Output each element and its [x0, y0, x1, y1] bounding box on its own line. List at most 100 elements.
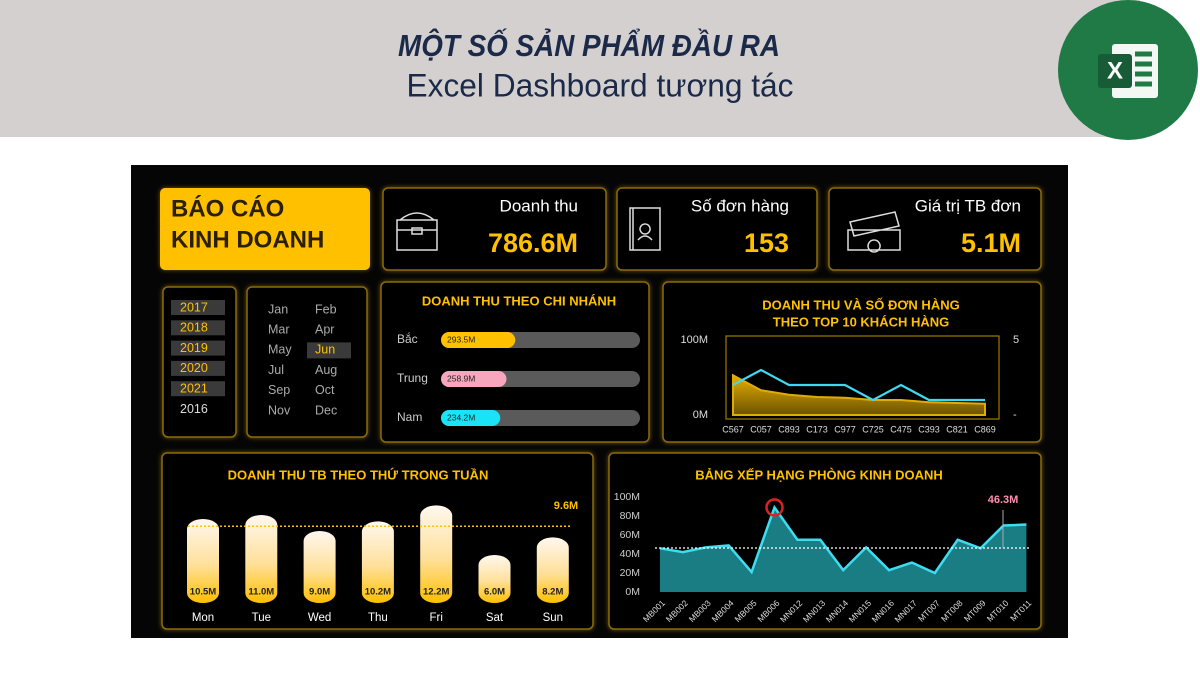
- category-label: Bắc: [397, 331, 418, 346]
- average-label: 46.3M: [988, 494, 1019, 506]
- value-label: 10.5M: [190, 587, 216, 598]
- year-highlight: [171, 320, 225, 336]
- year-option[interactable]: 2018: [180, 321, 208, 335]
- x-tick-label: Fri: [429, 612, 442, 624]
- bar: [441, 371, 507, 387]
- x-tick-label: C869: [974, 424, 996, 434]
- chart-title: DOANH THU TB THEO THỨ TRONG TUẦN: [228, 467, 489, 482]
- year-highlight: [171, 340, 225, 356]
- chart-title: DOANH THU THEO CHI NHÁNH: [422, 293, 616, 308]
- y-tick-label: 0M: [625, 586, 640, 598]
- bar: [478, 555, 511, 603]
- kpi-value: 786.6M: [488, 228, 578, 258]
- year-highlight: [171, 360, 225, 376]
- y-tick-label: 40M: [620, 548, 640, 560]
- line: [659, 504, 1027, 575]
- value-label: 8.2M: [542, 587, 563, 598]
- y-tick-label: 80M: [620, 510, 640, 522]
- x-tick-label: C475: [890, 424, 912, 434]
- bar: [303, 531, 336, 603]
- value-label: 234.2M: [447, 412, 475, 422]
- month-option[interactable]: Oct: [315, 383, 335, 397]
- x-tick-label: C725: [862, 424, 884, 434]
- dashboard-title: BÁO CÁO: [171, 194, 284, 222]
- excel-logo: X: [1058, 0, 1198, 140]
- month-option[interactable]: Jul: [268, 363, 284, 377]
- y-tick-label: 20M: [620, 567, 640, 579]
- chart-title: BẢNG XẾP HẠNG PHÒNG KINH DOANH: [695, 467, 943, 482]
- value-label: 9.0M: [309, 587, 330, 598]
- kpi-card: [616, 187, 818, 271]
- y-tick-label: 100M: [614, 491, 640, 503]
- month-option[interactable]: Jun: [315, 343, 335, 357]
- month-slicer: [246, 286, 368, 438]
- plot-frame: [725, 335, 1000, 420]
- line: [732, 368, 985, 402]
- year-option[interactable]: 2017: [180, 300, 208, 314]
- value-label: 12.2M: [423, 587, 449, 598]
- bar: [441, 410, 501, 426]
- x-tick-label: Mon: [192, 612, 214, 624]
- x-tick-label: Thu: [368, 612, 388, 624]
- kpi-value: 153: [744, 228, 789, 258]
- y2-tick-label: 5: [1013, 334, 1019, 346]
- title-card: [160, 188, 370, 270]
- bar: [245, 515, 278, 603]
- category-label: Nam: [397, 410, 422, 424]
- year-option[interactable]: 2019: [180, 341, 208, 355]
- header-subtitle: Excel Dashboard tương tác: [407, 67, 794, 103]
- kpi-label: Doanh thu: [500, 196, 578, 215]
- bar: [187, 519, 219, 603]
- kpi-icon: [396, 207, 901, 253]
- kpi-value: 5.1M: [961, 228, 1021, 258]
- max-marker: [765, 498, 784, 517]
- month-option[interactable]: Aug: [315, 363, 337, 377]
- bar: [441, 332, 516, 348]
- x-tick-label: C057: [750, 424, 772, 434]
- x-tick-label: C567: [722, 424, 744, 434]
- value-label: 6.0M: [484, 587, 505, 598]
- year-option[interactable]: 2016: [180, 402, 208, 416]
- x-tick-label: C893: [778, 424, 800, 434]
- kpi-label: Giá trị TB đơn: [915, 196, 1021, 215]
- value-label: 10.2M: [365, 587, 391, 598]
- kpi-card: [382, 187, 607, 271]
- x-tick-label: Tue: [252, 612, 271, 624]
- x-tick-label: Sun: [543, 612, 563, 624]
- header-band: [0, 0, 1140, 137]
- bar: [536, 537, 569, 603]
- year-option[interactable]: 2020: [180, 361, 208, 375]
- bar: [420, 505, 453, 603]
- year-option[interactable]: 2021: [180, 381, 208, 395]
- average-label: 9.6M: [554, 500, 578, 512]
- year-highlight: [171, 381, 225, 397]
- month-option[interactable]: Nov: [268, 403, 291, 417]
- logo-letter: X: [1107, 57, 1123, 84]
- x-tick-label: Sat: [486, 612, 504, 624]
- category-label: Trung: [397, 371, 428, 385]
- month-option[interactable]: Dec: [315, 403, 337, 417]
- chart-title: THEO TOP 10 KHÁCH HÀNG: [773, 314, 950, 329]
- bar: [361, 521, 394, 603]
- month-highlight: [307, 342, 351, 359]
- branch-panel: [380, 281, 650, 443]
- header-title: MỘT SỐ SẢN PHẨM ĐẦU RA: [398, 27, 780, 63]
- y-tick-label: 100M: [680, 334, 708, 346]
- value-label: 11.0M: [248, 587, 274, 598]
- x-tick-label: C173: [806, 424, 828, 434]
- y-tick-label: 60M: [620, 529, 640, 541]
- month-option[interactable]: Feb: [315, 302, 337, 316]
- month-option[interactable]: Apr: [315, 322, 334, 336]
- x-tick-label: C977: [834, 424, 856, 434]
- month-option[interactable]: Mar: [268, 322, 290, 336]
- y-tick-label: 0M: [693, 409, 708, 421]
- chart-title: DOANH THU VÀ SỐ ĐƠN HÀNG: [762, 297, 959, 312]
- month-option[interactable]: Sep: [268, 383, 290, 397]
- year-highlight: [171, 300, 225, 315]
- area: [660, 507, 1027, 592]
- month-option[interactable]: May: [268, 343, 292, 357]
- y2-tick-label: -: [1013, 409, 1017, 421]
- month-option[interactable]: Jan: [268, 302, 288, 316]
- x-tick-label: C393: [918, 424, 940, 434]
